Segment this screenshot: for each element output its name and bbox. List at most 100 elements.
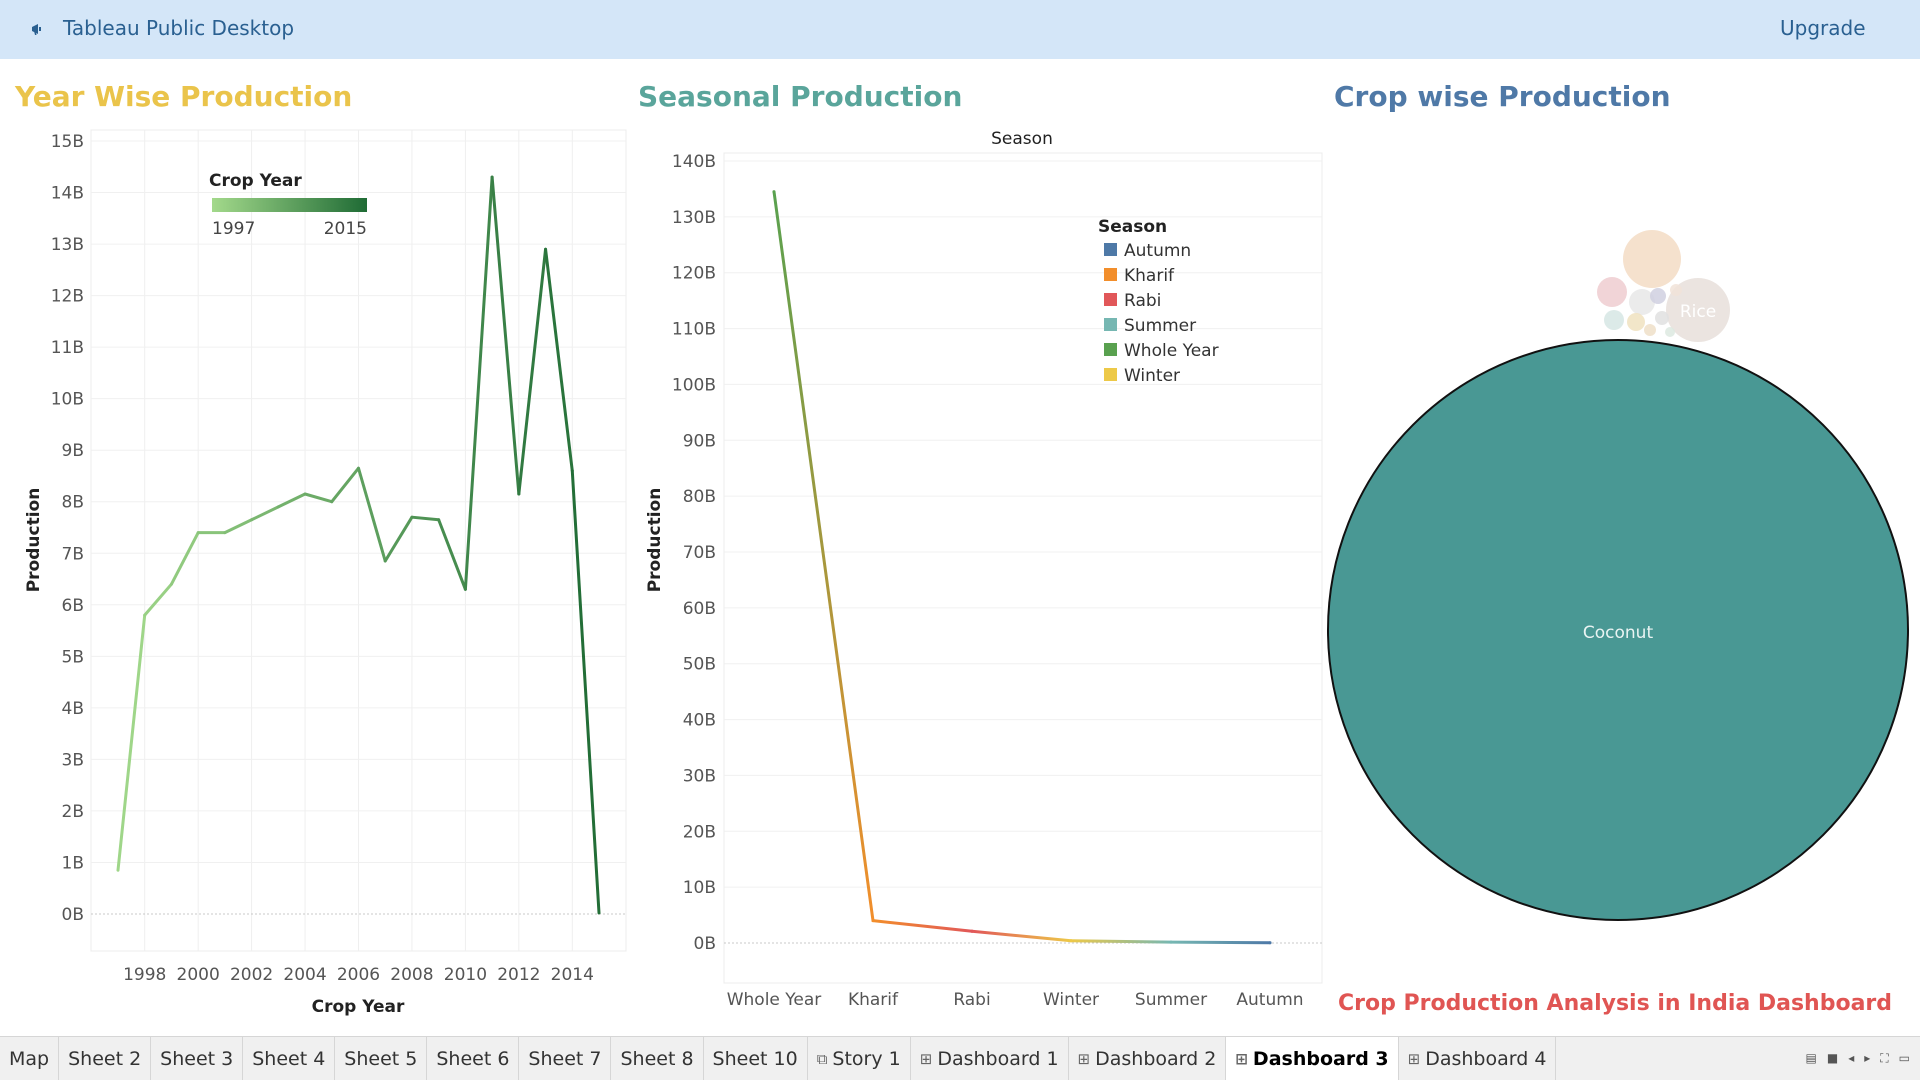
dashboard-icon: ⊞ [1407, 1050, 1421, 1068]
year-y-tick-label: 11B [51, 338, 84, 358]
year-y-tick-label: 9B [62, 441, 84, 461]
tab-sheet-4[interactable]: Sheet 4 [243, 1037, 336, 1080]
sheet-tab-bar: Map Sheet 2 Sheet 3 Sheet 4 Sheet 5 Sheet 6 Sh… [0, 1036, 1920, 1080]
season-legend-swatch [1104, 343, 1117, 356]
tab-dashboard-1[interactable]: ⊞ Dashboard 1 [911, 1037, 1069, 1080]
top-bar: Tableau Public Desktop Upgrade [0, 0, 1920, 59]
tab-dashboard-2[interactable]: ⊞ Dashboard 2 [1069, 1037, 1227, 1080]
tab-sheet-5[interactable]: Sheet 5 [335, 1037, 428, 1080]
year-y-tick-label: 13B [51, 235, 84, 255]
year-line-segment [116, 613, 147, 872]
year-y-tick-label: 2B [62, 802, 84, 822]
year-line-segment [437, 518, 467, 591]
upgrade-link[interactable]: Upgrade [1780, 16, 1866, 40]
year-line-segment [410, 515, 441, 522]
tab-label: Dashboard 3 [1252, 1048, 1389, 1070]
crop-bubble-small [1623, 230, 1681, 288]
tab-label: Sheet 6 [436, 1048, 510, 1070]
season-data-point [772, 190, 776, 194]
tab-label: Dashboard 2 [1095, 1048, 1217, 1070]
crop-bubble-small [1627, 313, 1645, 331]
season-legend-title: Season [1098, 217, 1167, 237]
year-y-tick-label: 3B [62, 750, 84, 770]
year-y-tick-label: 1B [62, 853, 84, 873]
season-data-point [1268, 941, 1272, 945]
year-line-segment [383, 515, 414, 563]
crop-bubble-small [1666, 278, 1730, 342]
season-y-tick-label: 140B [672, 152, 716, 172]
presentation-icon[interactable]: ▭ [1898, 1051, 1910, 1065]
year-y-tick-label: 12B [51, 287, 84, 307]
tab-sheet-10[interactable]: Sheet 10 [704, 1037, 808, 1080]
season-column-header: Season [991, 129, 1053, 149]
season-legend-label: Rabi [1124, 291, 1161, 311]
year-line-segment [303, 492, 334, 504]
year-line-segment [517, 247, 548, 496]
year-y-axis-label: Production [24, 488, 44, 593]
season-y-tick-label: 20B [683, 822, 716, 842]
seasonal-title: Seasonal Production [638, 80, 963, 113]
tab-label: Sheet 7 [528, 1048, 602, 1070]
year-y-tick-label: 4B [62, 699, 84, 719]
season-line-segment [772, 190, 875, 923]
tab-controls: ▤ ■ ◂ ▸ ⛶ ▭ [1806, 1051, 1911, 1066]
seasonal-production-chart[interactable]: 0B 10B 20B 30B 40B 50B 60B 70B 80B 90B 100B 110B 120… [0, 0, 1920, 1030]
season-y-tick-label: 110B [672, 320, 716, 340]
fullscreen-icon[interactable]: ⛶ [1880, 1051, 1889, 1065]
year-x-tick-label: 2006 [337, 965, 380, 985]
crop-bubble-small [1644, 324, 1656, 336]
season-y-tick-label: 120B [672, 264, 716, 284]
tab-label: Dashboard 4 [1425, 1048, 1547, 1070]
tab-dashboard-3[interactable]: ⊞ Dashboard 3 [1226, 1037, 1399, 1080]
season-y-tick-label: 30B [683, 766, 716, 786]
tab-sheet-7[interactable]: Sheet 7 [519, 1037, 612, 1080]
tab-story-1[interactable]: ⧉ Story 1 [808, 1037, 911, 1080]
season-legend-label: Autumn [1124, 241, 1191, 261]
next-tab-icon[interactable]: ▸ [1864, 1051, 1871, 1065]
season-legend-label: Whole Year [1124, 341, 1219, 361]
year-line-segment [490, 175, 521, 496]
year-y-tick-label: 0B [62, 905, 84, 925]
megaphone-icon [32, 24, 41, 35]
season-data-point [970, 929, 974, 933]
tab-label: Sheet 5 [344, 1048, 418, 1070]
year-x-axis-label: Crop Year [312, 997, 405, 1017]
filmstrip-icon[interactable]: ■ [1826, 1051, 1839, 1065]
crop-wise-bubble-chart[interactable]: Rice Coconut [0, 0, 1920, 1030]
tab-sheet-6[interactable]: Sheet 6 [427, 1037, 520, 1080]
dashboard-icon: ⊞ [1235, 1050, 1248, 1068]
season-y-tick-label: 130B [672, 208, 716, 228]
year-line-segment [570, 469, 601, 915]
season-data-point [1169, 940, 1173, 944]
year-line-segment [223, 518, 254, 535]
tab-sheet-8[interactable]: Sheet 8 [611, 1037, 704, 1080]
tab-map[interactable]: Map [0, 1037, 60, 1080]
year-y-tick-label: 8B [62, 493, 84, 513]
year-y-tick-label: 6B [62, 596, 84, 616]
year-wise-production-chart[interactable]: 0B 1B 2B 3B 4B 5B 6B 7B 8B 9B 10B 11B 12B 13B 14B 15B 19… [0, 0, 1920, 1030]
tab-sheet-3[interactable]: Sheet 3 [151, 1037, 244, 1080]
year-legend-ramp [212, 198, 367, 212]
season-x-tick-label: Autumn [1236, 990, 1303, 1010]
prev-tab-icon[interactable]: ◂ [1848, 1051, 1855, 1065]
season-legend-swatch [1104, 368, 1117, 381]
season-x-tick-label: Whole Year [727, 990, 822, 1010]
season-y-tick-label: 0B [694, 934, 716, 954]
season-line-segment [970, 929, 1073, 943]
tab-label: Story 1 [832, 1048, 901, 1070]
year-x-tick-label: 2010 [444, 965, 487, 985]
tab-label: Sheet 4 [252, 1048, 326, 1070]
tab-sheet-2[interactable]: Sheet 2 [59, 1037, 152, 1080]
year-x-tick-label: 2012 [497, 965, 540, 985]
tab-label: Sheet 3 [160, 1048, 234, 1070]
crop-bubble-small [1597, 277, 1627, 307]
story-icon: ⧉ [816, 1050, 828, 1068]
grid-view-icon[interactable]: ▤ [1805, 1051, 1817, 1065]
crop-bubble-label: Rice [1680, 302, 1716, 322]
tab-dashboard-4[interactable]: ⊞ Dashboard 4 [1399, 1037, 1557, 1080]
year-x-tick-label: 2000 [177, 965, 220, 985]
season-legend-swatch [1104, 268, 1117, 281]
tab-label: Dashboard 1 [937, 1048, 1059, 1070]
year-line-segment [169, 531, 200, 586]
crop-bubble-coconut [1327, 339, 1909, 921]
